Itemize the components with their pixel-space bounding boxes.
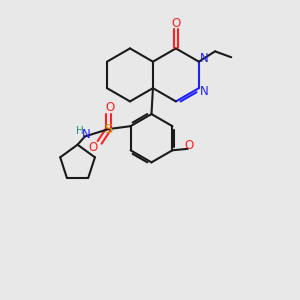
- Text: O: O: [184, 140, 194, 152]
- Text: N: N: [200, 85, 208, 98]
- Text: O: O: [171, 17, 181, 31]
- Text: S: S: [104, 123, 113, 136]
- Text: O: O: [105, 101, 115, 114]
- Text: N: N: [200, 52, 208, 64]
- Text: N: N: [82, 128, 91, 142]
- Text: H: H: [76, 126, 83, 136]
- Text: O: O: [88, 141, 98, 154]
